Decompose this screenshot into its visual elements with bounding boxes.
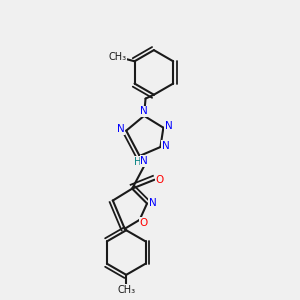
Text: N: N <box>140 106 148 116</box>
Text: CH₃: CH₃ <box>109 52 127 62</box>
Text: N: N <box>140 156 148 166</box>
Text: N: N <box>148 198 156 208</box>
Text: N: N <box>162 140 169 151</box>
Text: N: N <box>165 121 172 131</box>
Text: CH₃: CH₃ <box>117 285 135 295</box>
Text: O: O <box>155 175 163 185</box>
Text: N: N <box>117 124 125 134</box>
Text: O: O <box>139 218 147 228</box>
Text: H: H <box>134 157 141 166</box>
